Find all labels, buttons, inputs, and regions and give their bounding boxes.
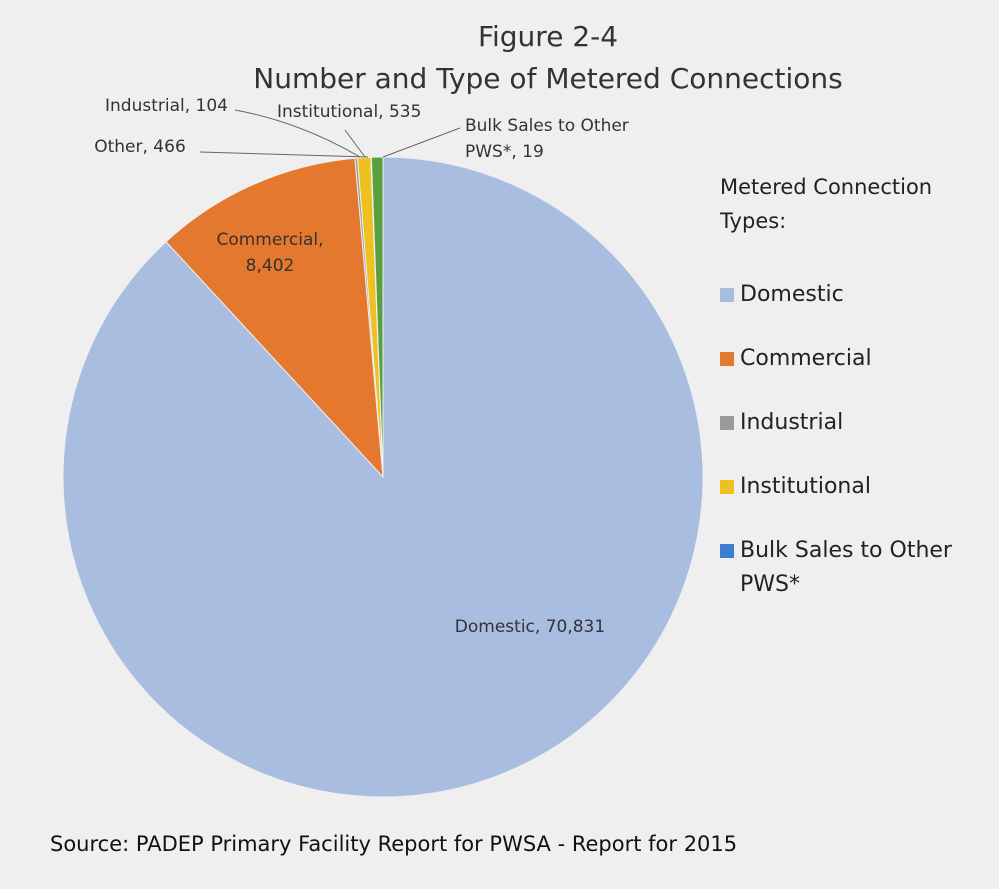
legend-item: Industrial (720, 406, 980, 440)
leader-lines (199, 109, 461, 158)
legend-label: Bulk Sales to Other PWS* (740, 538, 952, 597)
legend-swatch (720, 352, 734, 366)
source-note: Source: PADEP Primary Facility Report fo… (50, 832, 737, 856)
data-label: Industrial, 104 (105, 96, 228, 116)
legend-item: Bulk Sales to Other PWS* (720, 534, 980, 602)
pie-slice (370, 156, 384, 478)
data-label: Other, 466 (94, 137, 186, 157)
legend-swatch (720, 288, 734, 302)
legend-swatch (720, 544, 734, 558)
data-label: Bulk Sales to Other PWS*, 19 (465, 116, 629, 162)
data-label: Domestic, 70,831 (455, 617, 605, 637)
legend: Metered Connection Types: Domestic Commer… (720, 170, 980, 632)
legend-swatch (720, 480, 734, 494)
leader-line (234, 109, 361, 158)
leader-line (199, 151, 369, 158)
legend-item: Institutional (720, 470, 980, 504)
chart-subtitle: Number and Type of Metered Connections (253, 62, 842, 95)
legend-label: Domestic (740, 282, 844, 307)
legend-title: Metered Connection Types: (720, 175, 933, 233)
leader-line (344, 129, 366, 158)
legend-item: Domestic (720, 278, 980, 312)
leader-line (382, 127, 461, 158)
legend-item: Commercial (720, 342, 980, 376)
chart-title: Figure 2-4 (478, 20, 618, 53)
data-label: Institutional, 535 (277, 102, 421, 122)
legend-label: Commercial (740, 346, 872, 371)
pie (62, 156, 704, 798)
legend-label: Institutional (740, 474, 871, 499)
legend-label: Industrial (740, 410, 844, 435)
data-label: Commercial, 8,402 (216, 230, 323, 276)
pie-slice (165, 157, 384, 479)
legend-swatch (720, 416, 734, 430)
